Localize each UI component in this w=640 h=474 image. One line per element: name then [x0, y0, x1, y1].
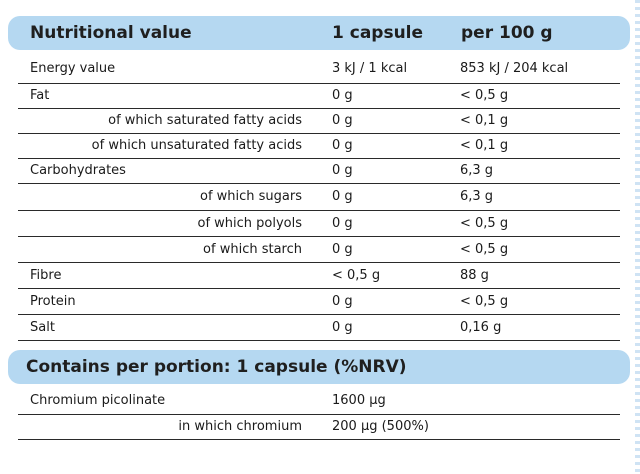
header-contains-per-portion: Contains per portion: 1 capsule (%NRV) [26, 357, 407, 377]
row-value-capsule: 0 g [332, 216, 353, 231]
nutrition-table-header: Nutritional value 1 capsule per 100 g [8, 16, 630, 50]
table-row-chromium-picolinate: Chromium picolinate 1600 µg [18, 388, 620, 415]
table-row-starch: of which starch 0 g < 0,5 g [18, 237, 620, 263]
table-row-salt: Salt 0 g 0,16 g [18, 315, 620, 341]
row-label: of which unsaturated fatty acids [91, 138, 302, 153]
row-value-capsule: 0 g [332, 88, 353, 103]
row-value-100g: < 0,1 g [460, 138, 509, 153]
row-value-capsule: 0 g [332, 242, 353, 257]
row-value-100g: 88 g [460, 268, 489, 283]
row-value-100g: < 0,5 g [460, 88, 509, 103]
row-label: Carbohydrates [30, 163, 126, 178]
table-row-unsaturated: of which unsaturated fatty acids 0 g < 0… [18, 134, 620, 159]
row-value-capsule: 0 g [332, 138, 353, 153]
table-row-fibre: Fibre < 0,5 g 88 g [18, 263, 620, 289]
row-label: of which saturated fatty acids [108, 113, 302, 128]
row-label: Energy value [30, 61, 116, 76]
table-row-carbohydrates: Carbohydrates 0 g 6,3 g [18, 159, 620, 184]
row-value-100g: < 0,5 g [460, 242, 509, 257]
row-value-capsule: 0 g [332, 189, 353, 204]
row-value: 200 µg (500%) [332, 419, 429, 434]
row-value-100g: 853 kJ / 204 kcal [460, 61, 569, 76]
row-value-100g: < 0,5 g [460, 294, 509, 309]
row-value-capsule: 0 g [332, 294, 353, 309]
row-label: Salt [30, 320, 55, 335]
row-value-100g: 6,3 g [460, 163, 494, 178]
row-label: Fat [30, 88, 50, 103]
row-value-100g: < 0,5 g [460, 216, 509, 231]
row-value-100g: 0,16 g [460, 320, 502, 335]
table-row-polyols: of which polyols 0 g < 0,5 g [18, 211, 620, 237]
row-label: of which starch [203, 242, 302, 257]
row-value-capsule: 0 g [332, 163, 353, 178]
row-label: of which polyols [197, 216, 302, 231]
row-value-capsule: 0 g [332, 113, 353, 128]
row-value-100g: 6,3 g [460, 189, 494, 204]
header-nutritional-value: Nutritional value [30, 23, 192, 43]
row-label: of which sugars [199, 189, 302, 204]
row-label: Protein [30, 294, 76, 309]
row-label: Fibre [30, 268, 62, 283]
header-per-100g: per 100 g [461, 23, 553, 43]
portion-table-header: Contains per portion: 1 capsule (%NRV) [8, 350, 630, 384]
row-label: Chromium picolinate [30, 393, 166, 408]
row-value-capsule: 0 g [332, 320, 353, 335]
row-value-capsule: 3 kJ / 1 kcal [332, 61, 408, 76]
row-value-capsule: < 0,5 g [332, 268, 381, 283]
row-label: in which chromium [178, 419, 302, 434]
header-per-capsule: 1 capsule [332, 23, 424, 43]
table-row-chromium: in which chromium 200 µg (500%) [18, 415, 620, 440]
table-row-protein: Protein 0 g < 0,5 g [18, 289, 620, 315]
page-edge-decoration [635, 0, 640, 474]
row-value: 1600 µg [332, 393, 386, 408]
row-value-100g: < 0,1 g [460, 113, 509, 128]
table-row-energy: Energy value 3 kJ / 1 kcal 853 kJ / 204 … [18, 57, 620, 84]
table-row-fat: Fat 0 g < 0,5 g [18, 84, 620, 109]
table-row-saturated: of which saturated fatty acids 0 g < 0,1… [18, 109, 620, 134]
table-row-sugars: of which sugars 0 g 6,3 g [18, 184, 620, 211]
